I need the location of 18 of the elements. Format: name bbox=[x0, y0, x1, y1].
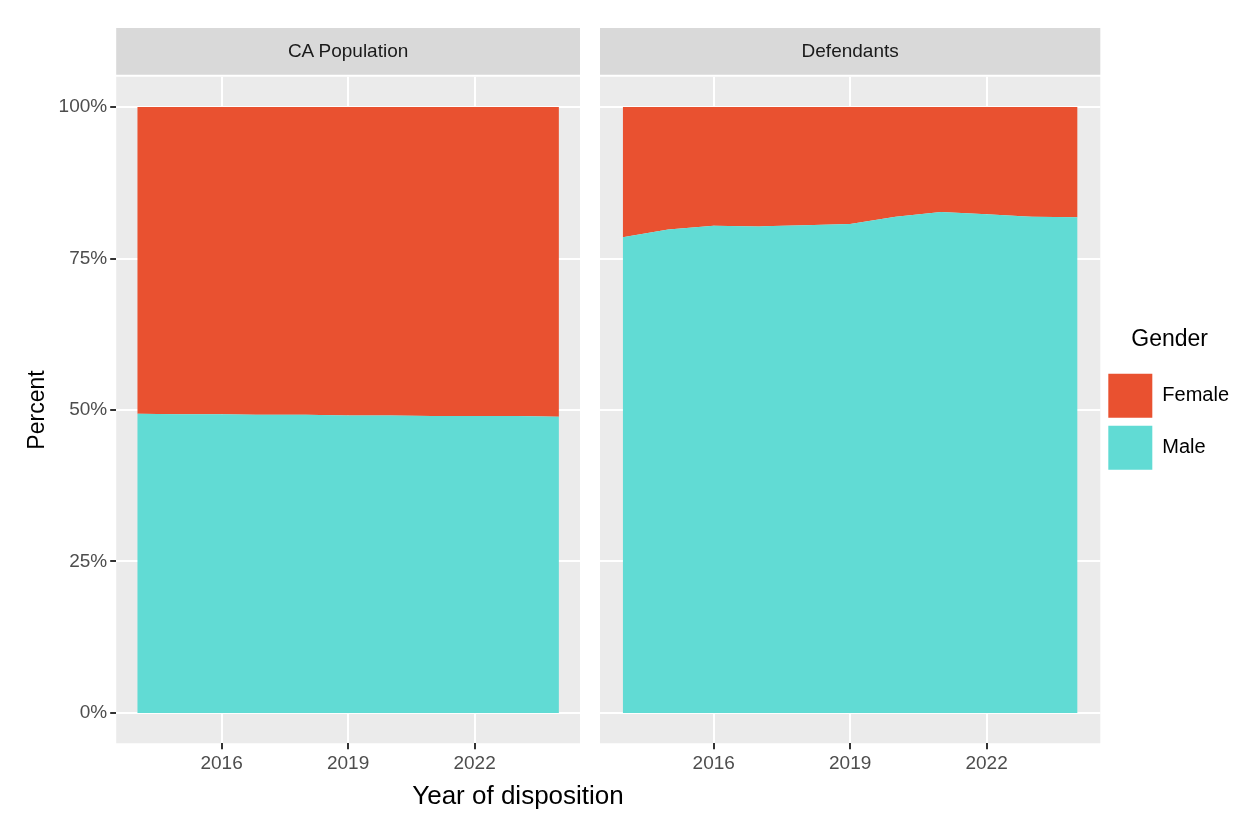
legend-label: Female bbox=[1162, 383, 1230, 406]
y-axis-title: Percent bbox=[23, 369, 50, 450]
x-axis-title: Year of disposition bbox=[411, 780, 625, 811]
chart-title: CA Population bbox=[287, 39, 409, 61]
legend-title: Gender bbox=[1131, 325, 1209, 352]
x-tick-label: 2022 bbox=[965, 751, 1008, 773]
x-tick-label: 2019 bbox=[829, 751, 872, 773]
x-tick-label: 2019 bbox=[326, 751, 370, 773]
x-tick-label: 2022 bbox=[453, 751, 496, 773]
x-tick-label: 2016 bbox=[692, 751, 735, 773]
x-tick-label: 2016 bbox=[200, 751, 243, 773]
y-tick-label: 100% bbox=[58, 95, 108, 117]
y-tick-label: 0% bbox=[79, 701, 108, 723]
y-tick-label: 75% bbox=[69, 246, 108, 268]
legend-label: Male bbox=[1162, 435, 1206, 458]
y-tick-label: 50% bbox=[69, 398, 108, 420]
y-tick-label: 25% bbox=[69, 549, 108, 571]
chart-title: Defendants bbox=[801, 39, 899, 61]
